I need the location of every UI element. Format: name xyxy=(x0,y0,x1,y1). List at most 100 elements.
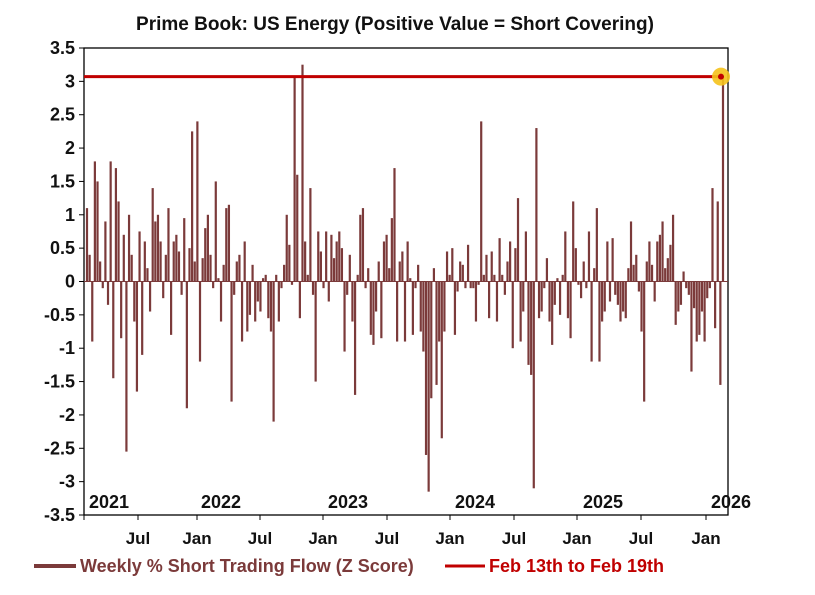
bar xyxy=(516,198,520,282)
bar xyxy=(309,188,312,282)
bar xyxy=(556,278,559,282)
bar xyxy=(314,281,317,382)
bar xyxy=(364,281,367,289)
bar xyxy=(503,281,506,295)
bar xyxy=(351,281,354,322)
bar xyxy=(390,218,393,282)
bar xyxy=(343,281,346,352)
bar xyxy=(188,248,191,282)
bar xyxy=(101,281,104,289)
bar xyxy=(162,281,165,299)
bar xyxy=(453,281,457,335)
x-month-label: Jul xyxy=(502,529,527,548)
x-year-label: 2021 xyxy=(89,492,129,512)
bar xyxy=(112,281,115,379)
bar xyxy=(109,161,112,282)
bar xyxy=(156,214,160,282)
bar xyxy=(206,214,209,282)
x-month-label: Jan xyxy=(182,529,211,548)
bar xyxy=(543,281,546,289)
bar xyxy=(240,281,244,342)
bar xyxy=(301,64,304,282)
bar xyxy=(385,234,388,282)
bar xyxy=(106,281,110,305)
bar xyxy=(327,281,330,302)
bar xyxy=(283,264,286,282)
bar xyxy=(648,241,651,282)
bar xyxy=(432,268,436,282)
bar xyxy=(703,281,706,342)
bar xyxy=(540,281,543,312)
bar xyxy=(545,258,549,282)
bar xyxy=(251,264,254,282)
bar xyxy=(175,234,178,282)
y-tick-label: -3.5 xyxy=(44,505,75,525)
bar xyxy=(143,241,146,282)
bar xyxy=(459,261,462,282)
bar xyxy=(235,261,238,282)
y-tick-label: 3 xyxy=(65,71,75,91)
bar xyxy=(606,241,609,282)
y-tick-label: -2.5 xyxy=(44,438,75,458)
bar xyxy=(495,281,499,322)
bar xyxy=(398,261,401,282)
bar xyxy=(653,281,656,302)
bar xyxy=(414,281,417,289)
bar xyxy=(553,281,556,305)
bar xyxy=(93,161,96,282)
bar xyxy=(522,281,525,312)
bar xyxy=(325,231,328,282)
bar xyxy=(574,248,577,282)
bar xyxy=(627,268,630,282)
bar xyxy=(198,281,202,362)
bar xyxy=(133,281,136,322)
bar xyxy=(551,281,554,345)
bar xyxy=(393,168,396,282)
highlight-marker-dot xyxy=(718,73,724,80)
y-tick-label: 2.5 xyxy=(50,105,75,125)
bar xyxy=(298,281,301,319)
bar xyxy=(248,281,252,315)
bar xyxy=(377,261,380,282)
bar-series xyxy=(84,64,728,492)
x-month-label: Jul xyxy=(248,529,273,548)
bar xyxy=(692,281,696,309)
bar xyxy=(409,278,412,282)
bar xyxy=(601,281,604,322)
bar xyxy=(280,281,283,289)
bar xyxy=(138,231,141,282)
bar xyxy=(482,274,485,282)
bar xyxy=(629,221,633,282)
bar xyxy=(661,221,664,282)
x-month-label: Jan xyxy=(691,529,720,548)
bar xyxy=(127,214,131,282)
bar xyxy=(167,208,170,282)
bar xyxy=(317,231,320,282)
bar xyxy=(201,258,204,282)
bar xyxy=(254,281,257,322)
bar xyxy=(656,241,659,282)
y-tick-label: -3 xyxy=(59,472,75,492)
bar xyxy=(519,281,522,342)
bar xyxy=(666,258,669,282)
bar xyxy=(603,281,606,312)
bar xyxy=(679,281,683,305)
bar xyxy=(477,281,480,285)
bar xyxy=(645,261,648,282)
bar xyxy=(443,281,446,332)
bar xyxy=(445,251,449,282)
bar xyxy=(511,281,514,349)
bar xyxy=(125,281,128,452)
bar xyxy=(148,281,152,312)
bar xyxy=(690,281,693,372)
bar xyxy=(464,281,467,289)
bar xyxy=(91,281,94,342)
bar xyxy=(353,281,357,395)
bar xyxy=(369,281,372,335)
bar xyxy=(561,274,564,282)
bar xyxy=(185,281,188,409)
bar xyxy=(514,248,517,282)
bar xyxy=(330,234,333,282)
bar xyxy=(340,248,344,282)
bar xyxy=(164,254,167,282)
